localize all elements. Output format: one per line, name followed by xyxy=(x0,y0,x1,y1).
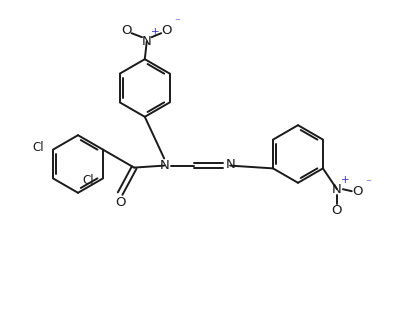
Text: N: N xyxy=(225,158,235,171)
Text: O: O xyxy=(121,24,131,37)
Text: ⁻: ⁻ xyxy=(174,17,180,27)
Text: N: N xyxy=(332,183,342,196)
Text: Cl: Cl xyxy=(82,174,93,187)
Text: +: + xyxy=(150,27,159,38)
Text: N: N xyxy=(142,35,152,48)
Text: O: O xyxy=(332,204,342,217)
Text: ⁻: ⁻ xyxy=(366,178,371,188)
Text: O: O xyxy=(162,24,172,37)
Text: O: O xyxy=(352,185,363,198)
Text: O: O xyxy=(115,196,126,209)
Text: +: + xyxy=(341,176,349,185)
Text: Cl: Cl xyxy=(32,141,44,154)
Text: N: N xyxy=(159,159,169,172)
